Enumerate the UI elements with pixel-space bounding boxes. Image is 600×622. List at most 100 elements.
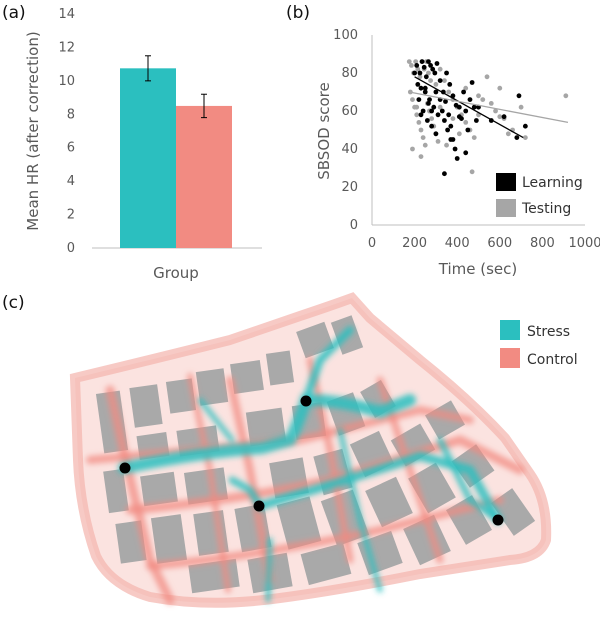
legend-label-control: Control [527, 352, 578, 368]
point-testing [469, 169, 475, 175]
point-testing [484, 74, 490, 80]
point-learning [415, 82, 421, 87]
scatter-x-tick-label: 400 [445, 236, 470, 251]
point-learning [423, 74, 429, 80]
point-testing [414, 104, 420, 110]
point-learning [422, 89, 428, 95]
bar-y-tick-label: 4 [67, 174, 75, 189]
point-learning [445, 127, 451, 133]
trendline-learning [414, 76, 524, 139]
point-learning [447, 82, 453, 87]
point-testing [410, 97, 415, 102]
scatter-y-tick-label: 20 [341, 180, 358, 195]
point-testing [497, 85, 503, 91]
point-learning [426, 59, 431, 64]
point-testing [413, 59, 419, 64]
point-testing [493, 108, 498, 114]
point-learning [418, 112, 424, 118]
point-testing [418, 154, 424, 160]
landmark-marker-west [119, 462, 131, 474]
point-testing [420, 135, 426, 141]
bar-y-tick-label: 12 [58, 40, 75, 55]
point-learning [443, 99, 448, 104]
point-learning [456, 114, 462, 120]
legend-label-learning: Learning [522, 175, 583, 191]
scatter-y-axis-title: SBSOD score [315, 82, 333, 180]
point-learning [446, 112, 452, 118]
point-testing [414, 112, 420, 118]
scatter-legend: Learning Testing [496, 173, 583, 217]
point-testing [417, 74, 423, 80]
point-learning [461, 89, 466, 95]
scatter-y-tick-label: 0 [350, 218, 358, 233]
point-learning [412, 70, 417, 76]
legend-swatch-stress [500, 320, 520, 340]
scatter-y-tick-label: 40 [341, 142, 358, 157]
point-learning [427, 97, 432, 102]
point-learning [439, 108, 445, 114]
scatter-x-tick-label: 800 [530, 236, 555, 251]
point-testing [429, 116, 435, 121]
point-testing [446, 89, 452, 95]
point-testing [563, 93, 569, 99]
map-legend: Stress Control [500, 320, 578, 368]
bar-y-tick-label: 0 [67, 241, 75, 256]
bar-y-tick-label: 8 [67, 107, 75, 122]
point-learning [465, 127, 471, 133]
point-learning [442, 118, 447, 123]
point-testing [428, 78, 433, 83]
point-learning [516, 93, 522, 99]
point-learning [473, 118, 479, 123]
point-testing [418, 127, 424, 133]
point-testing [497, 114, 503, 120]
point-testing [433, 82, 439, 87]
scatter-y-tick-label: 60 [341, 104, 358, 119]
point-learning [454, 156, 460, 161]
point-testing [456, 131, 462, 137]
point-testing [488, 101, 494, 106]
point-learning [428, 63, 433, 68]
point-learning [431, 104, 437, 110]
point-learning [452, 146, 458, 152]
landmark-marker-north [300, 395, 312, 407]
bar-y-tick-label: 14 [58, 7, 75, 22]
point-testing [437, 104, 443, 110]
panel-label-a: (a) [2, 3, 26, 23]
point-testing [416, 120, 422, 125]
point-testing [406, 59, 412, 64]
point-learning [522, 123, 528, 129]
bar-y-tick-label: 10 [58, 74, 75, 89]
legend-label-testing: Testing [521, 201, 571, 217]
point-testing [463, 120, 469, 125]
point-learning [426, 101, 431, 106]
point-testing [415, 66, 421, 72]
bar-chart: 0 2 4 6 8 10 12 14 Group Mean HR (after correct… [24, 7, 262, 282]
point-learning [414, 63, 420, 68]
point-testing [450, 116, 456, 121]
route-map [69, 292, 552, 608]
scatter-x-axis-title: Time (sec) [438, 260, 517, 278]
point-learning [419, 59, 425, 64]
point-learning [437, 78, 443, 83]
stress-routes [118, 326, 503, 603]
point-learning [429, 108, 435, 114]
legend-swatch-learning [496, 173, 516, 191]
bar-x-axis-title: Group [153, 264, 199, 282]
point-testing [463, 85, 469, 91]
point-learning [420, 108, 426, 114]
point-testing [409, 63, 414, 68]
point-learning [433, 131, 439, 137]
landmark-marker-east [492, 514, 504, 526]
point-learning [448, 137, 454, 142]
scatter-x-tick-label: 200 [402, 236, 427, 251]
point-learning [442, 171, 447, 177]
bar-y-tick-label: 6 [67, 141, 75, 156]
point-learning [416, 97, 422, 102]
point-learning [421, 64, 427, 70]
point-learning [433, 89, 439, 95]
point-testing [410, 146, 415, 152]
point-learning [422, 85, 428, 91]
legend-label-stress: Stress [527, 324, 570, 340]
point-learning [418, 85, 424, 91]
